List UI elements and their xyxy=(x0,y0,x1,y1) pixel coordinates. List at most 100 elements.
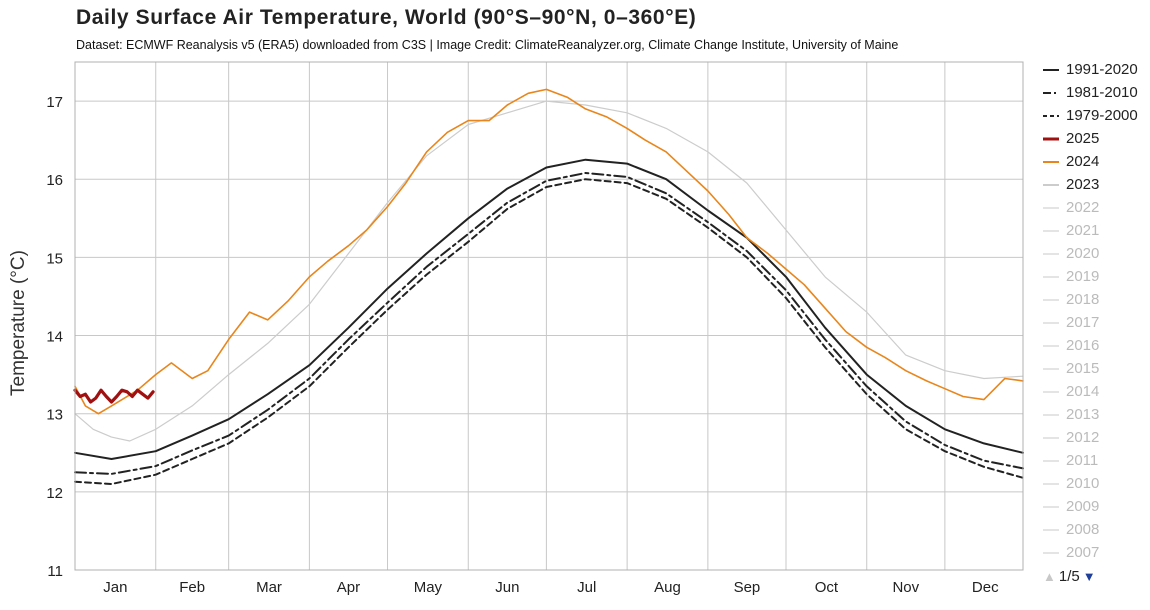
legend-swatch xyxy=(1043,137,1059,140)
legend-item-2024[interactable]: 2024 xyxy=(1042,150,1138,173)
legend-swatch xyxy=(1043,68,1059,71)
legend-swatch xyxy=(1043,413,1059,416)
legend-item-2014[interactable]: 2014 xyxy=(1042,380,1138,403)
pager-down-icon[interactable]: ▼ xyxy=(1082,569,1096,584)
legend-label: 1991-2020 xyxy=(1066,61,1138,78)
legend-label: 2019 xyxy=(1066,268,1100,285)
legend-item-2013[interactable]: 2013 xyxy=(1042,403,1138,426)
legend-item-2007[interactable]: 2007 xyxy=(1042,541,1138,564)
y-tick-label: 14 xyxy=(46,329,63,346)
legend-label: 2011 xyxy=(1066,452,1099,469)
series-lines xyxy=(73,88,1024,485)
y-tick-label: 16 xyxy=(46,172,63,189)
legend-label: 2025 xyxy=(1066,130,1100,147)
legend-swatch xyxy=(1043,321,1059,324)
series-line-1981-2010 xyxy=(74,172,1024,475)
x-tick-label: Jan xyxy=(103,579,127,596)
legend-swatch xyxy=(1043,482,1059,485)
legend-label: 2014 xyxy=(1066,383,1100,400)
x-tick-label: Jun xyxy=(495,579,519,596)
legend-item-2023[interactable]: 2023 xyxy=(1042,173,1138,196)
legend-item-2025[interactable]: 2025 xyxy=(1042,127,1138,150)
y-tick-label: 15 xyxy=(46,250,63,267)
legend-swatch xyxy=(1043,344,1059,347)
legend-label: 2021 xyxy=(1066,222,1100,239)
pager-count: 1/5 xyxy=(1058,568,1080,585)
legend-item-2009[interactable]: 2009 xyxy=(1042,495,1138,518)
series-line-2023 xyxy=(74,100,1024,442)
legend-swatch xyxy=(1043,91,1059,94)
legend-item-2017[interactable]: 2017 xyxy=(1042,311,1138,334)
y-tick-label: 12 xyxy=(46,485,63,502)
legend-item-2021[interactable]: 2021 xyxy=(1042,219,1138,242)
legend-item-2010[interactable]: 2010 xyxy=(1042,472,1138,495)
legend-label: 2012 xyxy=(1066,429,1100,446)
temperature-chart: 11 12 13 14 15 16 17 Jan Feb Mar Apr May Jun Jul Aug Se… xyxy=(46,61,1024,596)
legend-label: 2009 xyxy=(1066,498,1100,515)
legend-swatch xyxy=(1043,206,1059,209)
legend-swatch xyxy=(1043,160,1059,163)
legend-swatch xyxy=(1043,551,1059,554)
x-tick-label: Sep xyxy=(734,579,761,596)
legend-label: 1981-2010 xyxy=(1066,84,1138,101)
series-line-2025 xyxy=(73,388,155,404)
legend-label: 2018 xyxy=(1066,291,1100,308)
legend-label: 1979-2000 xyxy=(1066,107,1138,124)
series-line-2024 xyxy=(74,88,1024,415)
legend-item-2016[interactable]: 2016 xyxy=(1042,334,1138,357)
x-tick-label: Feb xyxy=(179,579,205,596)
legend-item-2015[interactable]: 2015 xyxy=(1042,357,1138,380)
x-tick-label: Apr xyxy=(337,579,360,596)
x-tick-label: Aug xyxy=(654,579,681,596)
plot-frame xyxy=(74,61,1024,571)
tick-labels: 11 12 13 14 15 16 17 Jan Feb Mar Apr May Jun Jul Aug Se… xyxy=(46,94,999,596)
legend-item-1979-2000[interactable]: 1979-2000 xyxy=(1042,104,1138,127)
legend-item-2018[interactable]: 2018 xyxy=(1042,288,1138,311)
legend-swatch xyxy=(1043,528,1059,531)
series-line-1991-2020 xyxy=(74,158,1024,460)
legend-label: 2017 xyxy=(1066,314,1100,331)
legend-label: 2023 xyxy=(1066,176,1100,193)
pager-up-icon[interactable]: ▲ xyxy=(1043,569,1056,584)
legend-swatch xyxy=(1043,390,1059,393)
legend-pager: ▲ 1/5 ▼ xyxy=(1043,568,1096,585)
legend-item-1981-2010[interactable]: 1981-2010 xyxy=(1042,81,1138,104)
chart-subtitle: Dataset: ECMWF Reanalysis v5 (ERA5) down… xyxy=(76,38,899,52)
legend-label: 2007 xyxy=(1066,544,1100,561)
legend-swatch xyxy=(1043,183,1059,186)
legend-label: 2022 xyxy=(1066,199,1100,216)
legend-item-2019[interactable]: 2019 xyxy=(1042,265,1138,288)
legend-swatch xyxy=(1043,505,1059,508)
x-tick-label: Oct xyxy=(815,579,839,596)
y-tick-label: 17 xyxy=(46,94,63,111)
legend-label: 2020 xyxy=(1066,245,1100,262)
legend-item-2020[interactable]: 2020 xyxy=(1042,242,1138,265)
chart-title: Daily Surface Air Temperature, World (90… xyxy=(76,6,697,29)
legend-swatch xyxy=(1043,252,1059,255)
legend-label: 2016 xyxy=(1066,337,1100,354)
legend-item-2022[interactable]: 2022 xyxy=(1042,196,1138,219)
legend-swatch xyxy=(1043,114,1059,117)
axes xyxy=(74,61,1024,571)
x-tick-label: Dec xyxy=(972,579,999,596)
legend-swatch xyxy=(1043,229,1059,232)
legend-swatch xyxy=(1043,275,1059,278)
legend-swatch xyxy=(1043,436,1059,439)
legend-label: 2010 xyxy=(1066,475,1100,492)
legend-item-2011[interactable]: 2011 xyxy=(1042,449,1138,472)
legend-label: 2008 xyxy=(1066,521,1100,538)
legend-item-1991-2020[interactable]: 1991-2020 xyxy=(1042,58,1138,81)
x-tick-label: Mar xyxy=(256,579,282,596)
legend-label: 2015 xyxy=(1066,360,1100,377)
legend-swatch xyxy=(1043,367,1059,370)
legend-item-2008[interactable]: 2008 xyxy=(1042,518,1138,541)
y-tick-label: 13 xyxy=(46,407,63,424)
legend: 1991-2020 1981-2010 1979-2000 2025 2024 2023 2… xyxy=(1042,58,1138,564)
legend-item-2012[interactable]: 2012 xyxy=(1042,426,1138,449)
x-tick-label: Jul xyxy=(577,579,596,596)
legend-label: 2013 xyxy=(1066,406,1100,423)
legend-swatch xyxy=(1043,298,1059,301)
grid xyxy=(75,62,1023,571)
series-line-1979-2000 xyxy=(74,178,1024,485)
x-tick-label: May xyxy=(414,579,443,596)
